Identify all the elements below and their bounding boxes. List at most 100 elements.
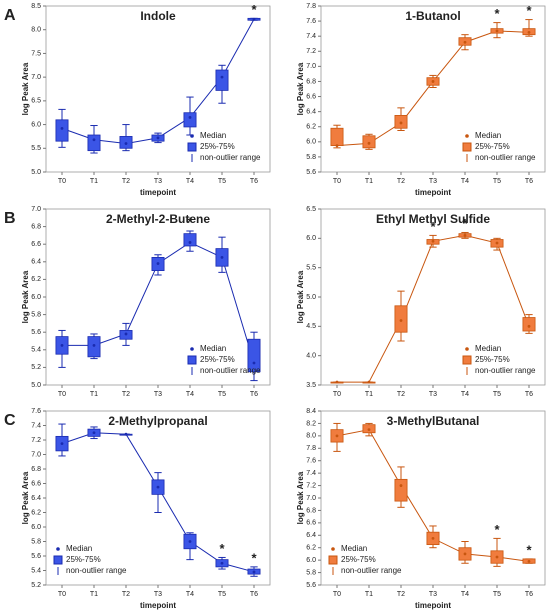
- x-tick-label: T3: [154, 591, 162, 598]
- x-axis-label: timepoint: [415, 188, 451, 197]
- legend-label: Median: [341, 544, 367, 553]
- x-tick-label: T2: [397, 178, 405, 185]
- median-marker: [431, 239, 435, 243]
- box: [215, 69, 229, 91]
- significance-star: *: [462, 216, 468, 231]
- x-tick-label: T4: [186, 391, 194, 398]
- box: [247, 338, 261, 373]
- median-marker: [399, 484, 403, 487]
- y-tick-label: 7.4: [306, 470, 316, 477]
- y-tick-label: 5.6: [31, 329, 41, 336]
- box: [183, 233, 197, 247]
- legend-box-icon: [53, 555, 63, 565]
- y-tick-label: 6.4: [31, 259, 41, 266]
- legend-median-icon: [465, 134, 469, 138]
- legend-box-icon: [187, 355, 197, 365]
- panel-label: B: [4, 210, 16, 227]
- median-marker: [495, 555, 499, 559]
- legend-box-icon: [462, 142, 472, 152]
- median-marker: [124, 142, 128, 145]
- legend-label: 25%-75%: [200, 355, 235, 364]
- median-marker: [156, 485, 160, 489]
- legend-box-icon: [462, 355, 472, 365]
- x-tick-label: T5: [218, 391, 226, 398]
- y-tick-label: 7.6: [306, 18, 316, 25]
- legend-median-icon: [190, 347, 194, 351]
- y-tick-label: 5.8: [306, 569, 316, 576]
- x-tick-label: T1: [365, 391, 373, 398]
- significance-star: *: [494, 522, 500, 537]
- chart-title: Indole: [140, 9, 176, 23]
- x-tick-label: T3: [154, 391, 162, 398]
- x-tick-label: T4: [186, 591, 194, 598]
- median-marker: [399, 121, 403, 125]
- y-tick-label: 4.0: [306, 353, 316, 360]
- x-tick-label: T6: [525, 591, 533, 598]
- median-marker: [527, 324, 531, 328]
- significance-star: *: [430, 219, 436, 234]
- y-tick-label: 8.2: [306, 420, 316, 427]
- x-axis-label: timepoint: [140, 188, 176, 197]
- y-tick-label: 7.4: [306, 33, 316, 40]
- legend-median-icon: [190, 134, 194, 138]
- y-tick-label: 6.0: [31, 524, 41, 531]
- x-tick-label: T0: [58, 391, 66, 398]
- median-marker: [367, 428, 371, 432]
- legend-label: non-outlier range: [475, 153, 536, 162]
- x-tick-label: T1: [90, 391, 98, 398]
- panel-label: A: [4, 7, 16, 24]
- box: [87, 134, 101, 152]
- x-tick-label: T4: [461, 391, 469, 398]
- legend-label: Median: [66, 544, 92, 553]
- legend-label: Median: [475, 131, 501, 140]
- legend-median-icon: [331, 547, 335, 551]
- significance-star: *: [219, 541, 225, 556]
- y-axis-label: log Peak Area: [296, 62, 305, 115]
- median-marker: [156, 262, 160, 265]
- x-tick-label: T0: [333, 391, 341, 398]
- legend-label: non-outlier range: [200, 366, 261, 375]
- box: [55, 119, 69, 142]
- median-marker: [220, 256, 224, 259]
- legend-label: 25%-75%: [200, 142, 235, 151]
- median-marker: [527, 559, 531, 563]
- legend-label: 25%-75%: [475, 355, 510, 364]
- significance-star: *: [251, 550, 257, 565]
- median-marker: [463, 40, 467, 44]
- x-tick-label: T0: [58, 591, 66, 598]
- y-tick-label: 6.0: [306, 235, 316, 242]
- y-tick-label: 7.0: [31, 206, 41, 213]
- median-marker: [463, 234, 467, 237]
- y-tick-label: 6.6: [306, 93, 316, 100]
- median-marker: [367, 141, 371, 145]
- y-tick-label: 8.5: [31, 3, 41, 10]
- median-marker: [60, 126, 64, 130]
- y-tick-label: 7.0: [31, 451, 41, 458]
- x-tick-label: T2: [122, 391, 130, 398]
- legend-label: 25%-75%: [66, 555, 101, 564]
- y-tick-label: 6.0: [31, 294, 41, 301]
- median-marker: [335, 380, 339, 384]
- x-tick-label: T4: [461, 591, 469, 598]
- legend-label: non-outlier range: [475, 366, 536, 375]
- y-tick-label: 6.2: [31, 509, 41, 516]
- median-marker: [92, 138, 96, 142]
- y-tick-label: 5.8: [31, 311, 41, 318]
- legend-label: non-outlier range: [66, 566, 127, 575]
- box: [183, 112, 197, 128]
- legend-label: non-outlier range: [200, 153, 261, 162]
- x-tick-label: T1: [90, 178, 98, 185]
- x-tick-label: T6: [525, 178, 533, 185]
- median-marker: [495, 241, 499, 245]
- x-tick-label: T4: [186, 178, 194, 185]
- y-tick-label: 5.0: [31, 382, 41, 389]
- y-tick-label: 5.0: [31, 169, 41, 176]
- y-tick-label: 7.0: [306, 495, 316, 502]
- significance-star: *: [251, 2, 257, 17]
- y-axis-label: log Peak Area: [21, 270, 30, 323]
- y-tick-label: 6.0: [31, 121, 41, 128]
- y-tick-label: 5.6: [306, 582, 316, 589]
- y-tick-label: 7.8: [306, 3, 316, 10]
- box: [522, 317, 536, 332]
- y-tick-label: 5.8: [31, 538, 41, 545]
